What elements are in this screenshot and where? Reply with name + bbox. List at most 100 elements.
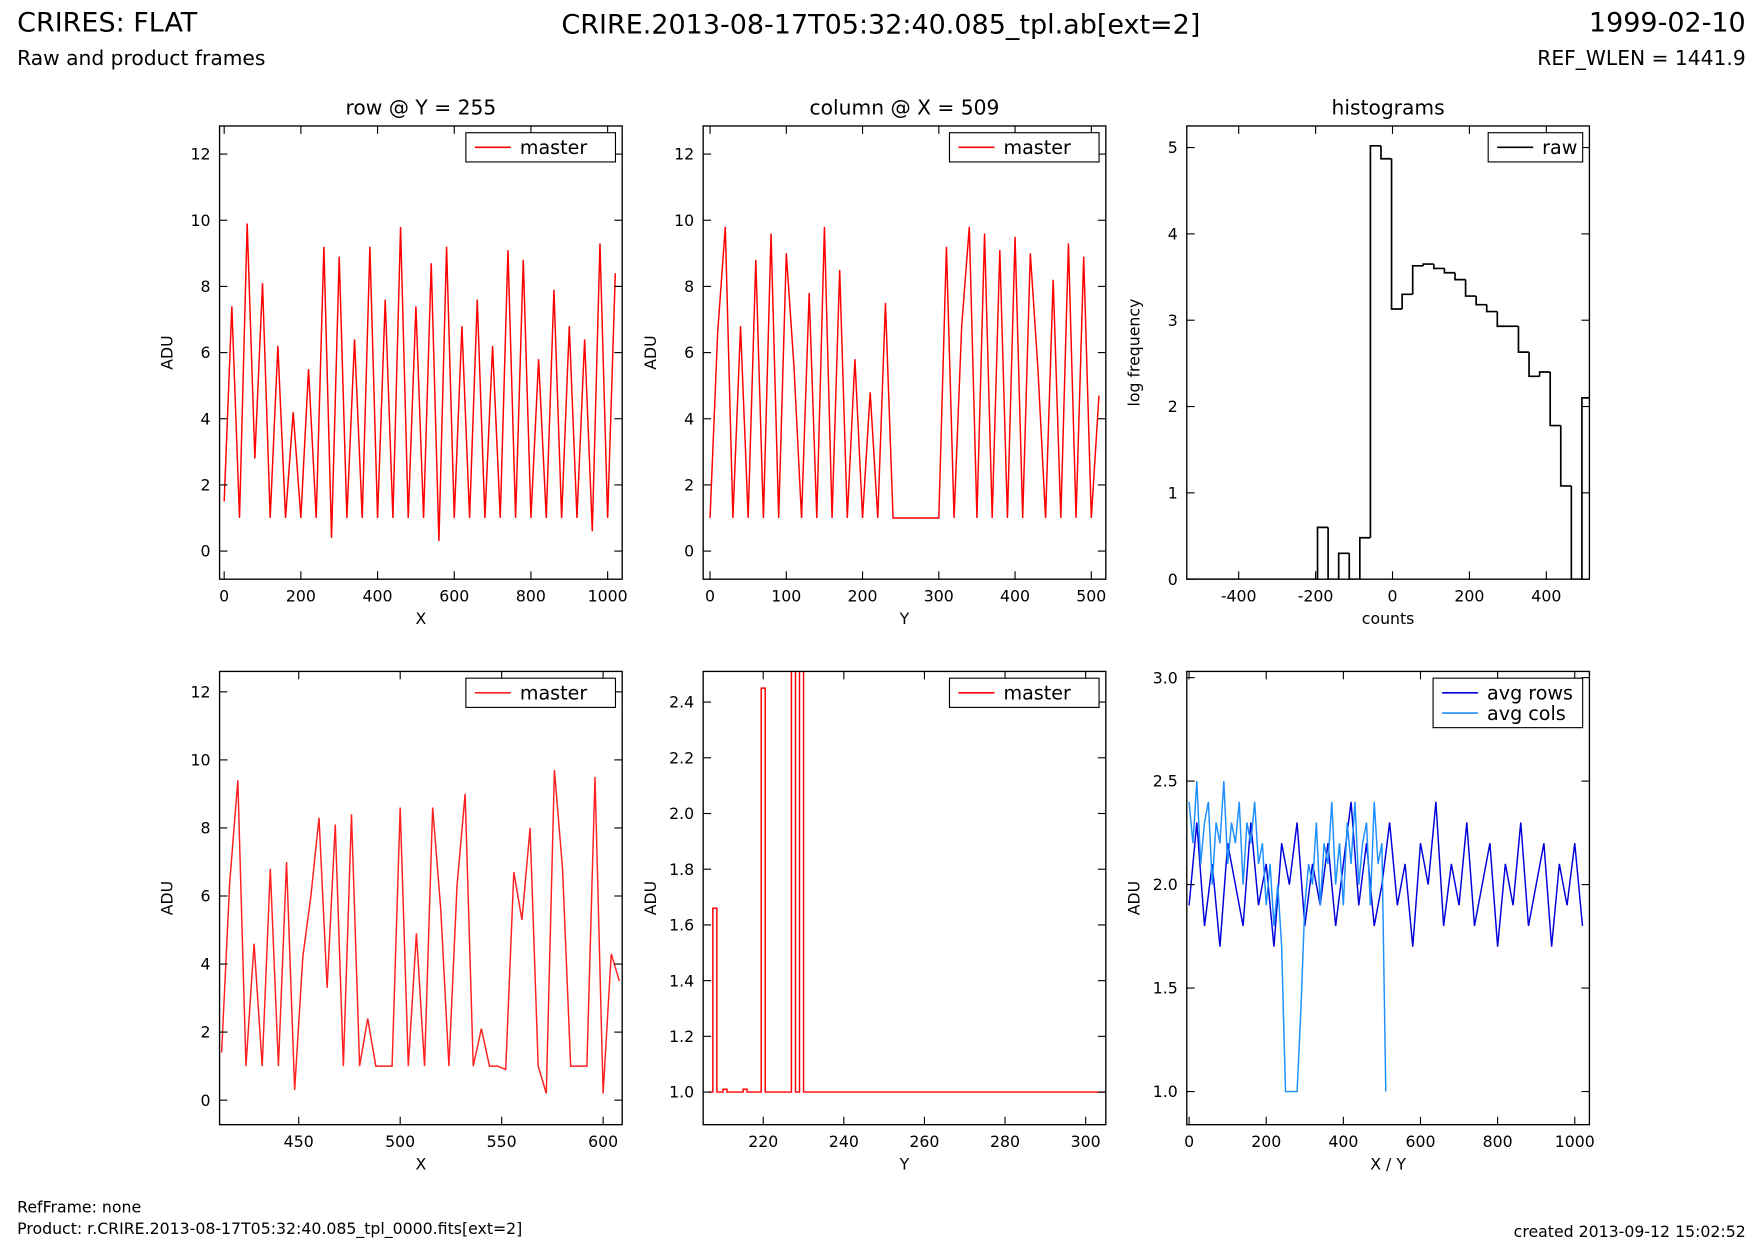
y-tick-label: 0 [1168, 570, 1178, 589]
x-axis-label: X [415, 609, 426, 628]
x-tick-label: -200 [1298, 587, 1334, 606]
y-tick-label: 4 [1168, 224, 1178, 243]
x-tick-label: 800 [1483, 1132, 1513, 1151]
y-tick-label: 8 [684, 277, 694, 296]
histogram-step [1401, 293, 1413, 309]
y-tick-label: 0 [684, 542, 694, 561]
header-file: CRIRE.2013-08-17T05:32:40.085_tpl.ab[ext… [561, 10, 1200, 41]
x-tick-label: -400 [1221, 587, 1257, 606]
y-tick-label: 2.0 [669, 804, 694, 823]
y-tick-label: 1.0 [669, 1083, 694, 1102]
legend-label: raw [1542, 136, 1577, 159]
histogram-step [1433, 264, 1445, 270]
legend-label: master [520, 682, 588, 705]
x-tick-label: 300 [1071, 1132, 1101, 1151]
x-tick-label: 200 [286, 587, 316, 606]
x-tick-label: 500 [385, 1132, 415, 1151]
x-axis-label: Y [899, 1155, 910, 1174]
footer-created: created 2013-09-12 15:02:52 [1514, 1222, 1746, 1241]
x-tick-label: 0 [219, 587, 229, 606]
frame [218, 670, 623, 1126]
y-tick-label: 10 [191, 211, 211, 230]
histogram-step [1316, 526, 1329, 580]
histogram-step [1485, 304, 1498, 313]
y-tick-label: 2.2 [669, 748, 694, 767]
x-tick-label: 200 [848, 587, 878, 606]
histogram-step [1348, 553, 1360, 580]
series-line [223, 223, 617, 542]
x-tick-label: 450 [284, 1132, 314, 1151]
y-axis-label: ADU [641, 335, 660, 369]
x-tick-label: 800 [516, 587, 546, 606]
y-tick-label: 0 [201, 1091, 211, 1110]
x-axis-label: X / Y [1370, 1155, 1406, 1174]
x-axis-label: X [415, 1155, 426, 1174]
x-tick-label: 400 [363, 587, 393, 606]
y-tick-label: 6 [684, 343, 694, 362]
series-line [1188, 781, 1387, 1093]
x-tick-label: 260 [909, 1132, 939, 1151]
y-tick-label: 2.4 [669, 693, 694, 712]
y-tick-label: 2.0 [1153, 875, 1178, 894]
plot-area [708, 671, 1106, 1093]
series-line [708, 671, 1106, 1093]
y-tick-label: 1.5 [1153, 979, 1178, 998]
x-tick-label: 240 [829, 1132, 859, 1151]
histogram-step [1464, 279, 1477, 297]
y-tick-label: 0 [201, 542, 211, 561]
plot-area [220, 770, 621, 1094]
y-tick-label: 8 [201, 819, 211, 838]
histogram-step [1528, 352, 1540, 378]
x-tick-label: 0 [1184, 1132, 1194, 1151]
histogram-step [1538, 371, 1551, 377]
histogram-step [1358, 536, 1371, 580]
series-line [709, 226, 1100, 519]
x-tick-label: 220 [748, 1132, 778, 1151]
y-tick-label: 10 [674, 211, 694, 230]
histogram-step [1570, 485, 1582, 580]
y-tick-label: 4 [201, 409, 211, 428]
legend-label: avg rows [1487, 682, 1573, 705]
x-tick-label: 1000 [1555, 1132, 1595, 1151]
x-tick-label: 200 [1454, 587, 1484, 606]
legend-label: master [1003, 682, 1071, 705]
x-tick-label: 500 [1076, 587, 1106, 606]
plot-area [1186, 144, 1590, 580]
histogram-step [1517, 326, 1530, 353]
y-tick-label: 2 [201, 1023, 211, 1042]
legend-label: master [1003, 136, 1071, 159]
y-tick-label: 1.6 [669, 916, 694, 935]
frame [702, 670, 1107, 1126]
y-tick-label: 2 [201, 476, 211, 495]
histogram-step [1411, 264, 1424, 295]
histogram-step [1496, 311, 1508, 328]
histogram-step [1422, 263, 1434, 266]
x-tick-label: 400 [1531, 587, 1561, 606]
y-axis-label: ADU [157, 881, 176, 915]
y-tick-label: 4 [201, 955, 211, 974]
y-tick-label: 1.8 [669, 860, 694, 879]
header-date: 1999-02-10 [1589, 7, 1746, 38]
x-tick-label: 100 [771, 587, 801, 606]
y-tick-label: 6 [201, 887, 211, 906]
legend-label: master [520, 136, 588, 159]
y-tick-label: 2 [1168, 397, 1178, 416]
y-axis-label: ADU [157, 335, 176, 369]
x-tick-label: 400 [1000, 587, 1030, 606]
y-tick-label: 1.2 [669, 1027, 694, 1046]
panel-title: row @ Y = 255 [346, 96, 497, 120]
y-tick-label: 12 [191, 145, 211, 164]
panel-title: column @ X = 509 [810, 96, 1000, 120]
histogram-step [1454, 272, 1466, 281]
x-tick-label: 0 [705, 587, 715, 606]
frame [1186, 125, 1591, 580]
x-tick-label: 200 [1251, 1132, 1281, 1151]
plot-area [1188, 781, 1584, 1093]
histogram-step [1337, 552, 1350, 580]
series-line [220, 770, 621, 1094]
histogram-step [1443, 268, 1456, 274]
y-axis-label: log frequency [1125, 299, 1144, 407]
histogram-step [1327, 527, 1339, 580]
